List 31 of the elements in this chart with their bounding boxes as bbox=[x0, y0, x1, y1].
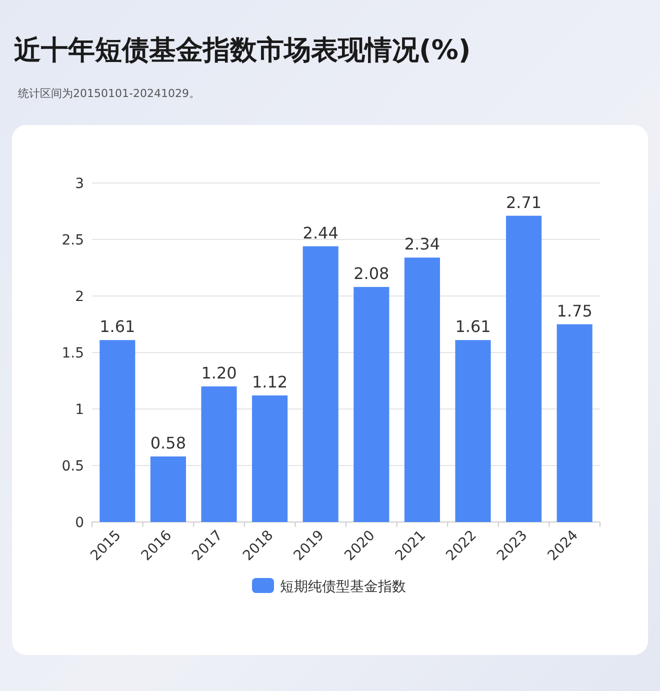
bar bbox=[506, 216, 542, 522]
data-label: 2.08 bbox=[354, 264, 390, 283]
bar bbox=[302, 246, 338, 522]
data-label: 1.12 bbox=[252, 372, 288, 392]
y-tick-label: 3 bbox=[75, 176, 84, 192]
data-label: 0.58 bbox=[150, 433, 186, 452]
chart-title: 近十年短债基金指数市场表现情况(%) bbox=[14, 34, 471, 68]
bar bbox=[201, 386, 237, 522]
data-label: 1.20 bbox=[201, 363, 237, 382]
bar bbox=[150, 456, 186, 522]
bar bbox=[252, 395, 288, 522]
legend-label: 短期纯债型基金指数 bbox=[280, 579, 406, 595]
data-label: 2.34 bbox=[404, 234, 440, 254]
y-tick-label: 1 bbox=[75, 402, 84, 418]
y-tick-label: 0.5 bbox=[62, 458, 84, 474]
bar bbox=[455, 340, 491, 522]
y-tick-label: 2 bbox=[75, 289, 84, 305]
bar bbox=[404, 258, 440, 522]
data-label: 2.44 bbox=[302, 223, 338, 242]
text: 统计区间为20150101-20241029。 bbox=[18, 86, 200, 101]
data-label: 1.61 bbox=[455, 317, 491, 336]
legend: 短期纯债型基金指数 bbox=[252, 578, 406, 595]
y-tick-label: 2.5 bbox=[62, 232, 84, 248]
bar bbox=[556, 324, 592, 522]
data-label: 2.71 bbox=[506, 192, 542, 212]
bar bbox=[100, 340, 136, 522]
bar bbox=[354, 286, 390, 522]
data-label: 1.75 bbox=[556, 301, 592, 320]
y-tick-label: 0 bbox=[75, 515, 84, 531]
y-tick-label: 1.5 bbox=[62, 346, 84, 362]
data-label: 1.61 bbox=[100, 317, 136, 336]
